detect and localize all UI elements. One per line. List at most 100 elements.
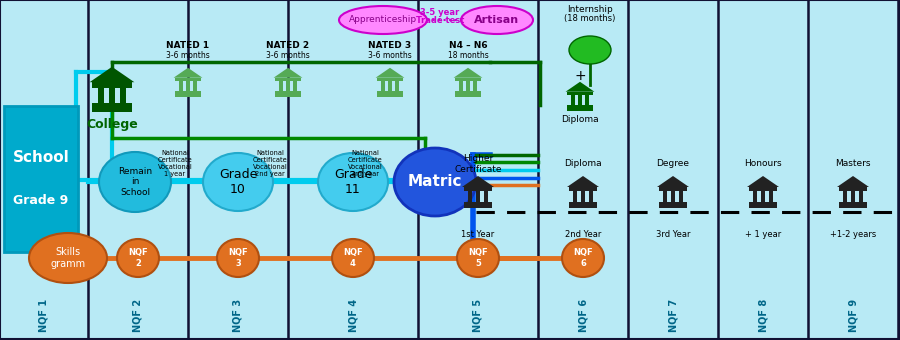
FancyBboxPatch shape [839,202,867,208]
Text: 3-6 months: 3-6 months [266,51,310,60]
FancyBboxPatch shape [539,1,627,339]
Text: 3-6 months: 3-6 months [166,51,210,60]
Ellipse shape [117,239,159,277]
FancyBboxPatch shape [585,95,589,106]
Polygon shape [274,68,302,78]
Polygon shape [747,176,779,187]
Text: NQF 5: NQF 5 [473,299,483,332]
FancyBboxPatch shape [1,1,87,339]
FancyBboxPatch shape [98,86,104,105]
FancyBboxPatch shape [293,80,297,92]
Polygon shape [462,176,494,187]
Text: +: + [574,69,586,83]
Polygon shape [657,176,689,187]
FancyBboxPatch shape [578,95,581,106]
Text: 2nd Year: 2nd Year [565,230,601,239]
FancyBboxPatch shape [476,190,480,203]
Text: National
Certificate
Vocational
2nd year: National Certificate Vocational 2nd year [253,150,287,177]
Ellipse shape [318,153,388,211]
Text: NATED 2: NATED 2 [266,41,310,50]
FancyBboxPatch shape [93,82,131,88]
FancyBboxPatch shape [719,1,807,339]
FancyBboxPatch shape [679,190,683,203]
FancyBboxPatch shape [659,202,687,208]
FancyBboxPatch shape [93,103,131,112]
FancyBboxPatch shape [179,80,183,92]
FancyBboxPatch shape [659,187,687,191]
FancyBboxPatch shape [455,78,481,81]
Text: +1-2 years: +1-2 years [830,230,876,239]
Text: Masters: Masters [835,159,871,169]
Ellipse shape [569,36,611,64]
Polygon shape [375,68,404,78]
FancyBboxPatch shape [484,190,488,203]
FancyBboxPatch shape [89,1,187,339]
FancyBboxPatch shape [121,86,126,105]
Text: NQF
5: NQF 5 [468,248,488,268]
FancyBboxPatch shape [589,190,593,203]
Polygon shape [454,68,482,78]
FancyBboxPatch shape [4,106,78,252]
Text: Diploma: Diploma [564,159,602,169]
Text: Internship: Internship [567,5,613,14]
Text: NATED 3: NATED 3 [368,41,411,50]
Text: College: College [86,118,138,131]
Text: NQF 9: NQF 9 [848,299,858,332]
Polygon shape [565,82,594,92]
FancyBboxPatch shape [671,190,675,203]
Text: NQF
3: NQF 3 [229,248,248,268]
FancyBboxPatch shape [464,187,492,191]
Text: NQF
2: NQF 2 [128,248,148,268]
Text: NQF 8: NQF 8 [758,299,768,332]
FancyBboxPatch shape [279,80,283,92]
Text: Artisan: Artisan [474,15,519,25]
FancyBboxPatch shape [289,1,417,339]
FancyBboxPatch shape [395,80,399,92]
Polygon shape [567,176,599,187]
Ellipse shape [332,239,374,277]
Text: National
Certificate
Vocational
1 year: National Certificate Vocational 1 year [158,150,193,177]
Text: NQF
6: NQF 6 [573,248,593,268]
Text: 3rd Year: 3rd Year [656,230,690,239]
Polygon shape [90,67,134,82]
Text: Honours: Honours [744,159,782,169]
Text: NQF 4: NQF 4 [348,299,358,332]
Text: Skills
gramm: Skills gramm [50,247,86,269]
Text: NQF 1: NQF 1 [39,299,49,332]
Text: 3-5 year: 3-5 year [420,8,460,17]
Text: Higher
Certificate: Higher Certificate [454,154,502,174]
FancyBboxPatch shape [629,1,717,339]
Text: NQF 3: NQF 3 [233,299,243,332]
Ellipse shape [29,233,107,283]
FancyBboxPatch shape [769,190,773,203]
FancyBboxPatch shape [573,190,577,203]
Text: N4 – N6: N4 – N6 [449,41,487,50]
Text: School: School [13,150,69,165]
FancyBboxPatch shape [753,190,757,203]
FancyBboxPatch shape [749,187,777,191]
FancyBboxPatch shape [186,80,190,92]
Text: Trade test: Trade test [416,16,464,25]
Polygon shape [174,68,203,78]
Text: Matric: Matric [408,174,463,189]
Text: NQF 2: NQF 2 [133,299,143,332]
FancyBboxPatch shape [473,80,477,92]
Ellipse shape [203,153,273,211]
FancyBboxPatch shape [567,92,592,95]
Polygon shape [837,176,869,187]
Text: Grade 9: Grade 9 [14,194,68,207]
Ellipse shape [461,6,533,34]
Text: (18 months): (18 months) [564,14,616,23]
Text: Degree: Degree [656,159,689,169]
Text: NQF 6: NQF 6 [578,299,588,332]
FancyBboxPatch shape [569,202,597,208]
Ellipse shape [99,152,171,212]
FancyBboxPatch shape [464,202,492,208]
FancyBboxPatch shape [581,190,585,203]
FancyBboxPatch shape [468,190,472,203]
Text: Grade
11: Grade 11 [334,168,373,196]
FancyBboxPatch shape [377,91,402,97]
FancyBboxPatch shape [843,190,847,203]
Text: Remain
in
School: Remain in School [118,167,152,197]
FancyBboxPatch shape [761,190,765,203]
